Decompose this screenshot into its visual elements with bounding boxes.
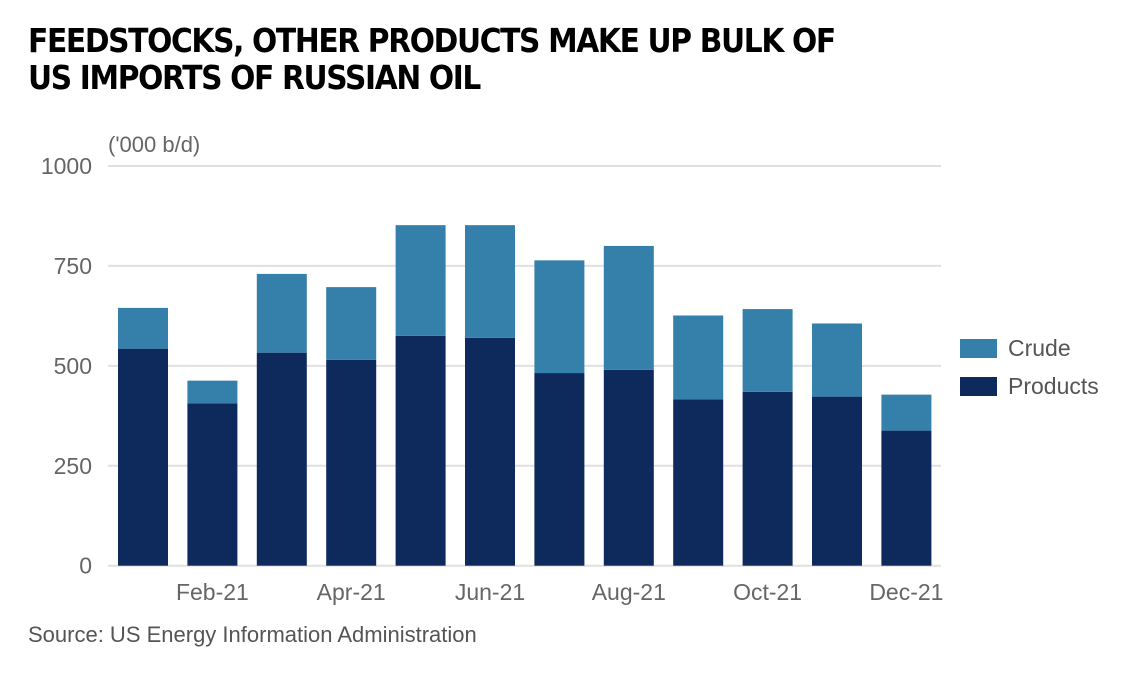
legend-swatch-products bbox=[960, 377, 997, 396]
y-axis-unit-label: ('000 b/d) bbox=[108, 132, 201, 157]
legend-swatch-crude bbox=[960, 339, 997, 358]
x-tick-label: Apr-21 bbox=[317, 579, 386, 605]
x-tick-label: Dec-21 bbox=[869, 579, 943, 605]
bar-products bbox=[812, 396, 862, 566]
y-tick-label: 0 bbox=[79, 553, 92, 579]
source-note: Source: US Energy Information Administra… bbox=[28, 622, 477, 647]
bar-products bbox=[603, 369, 654, 566]
bar-crude bbox=[812, 323, 862, 397]
y-tick-label: 250 bbox=[54, 453, 92, 479]
bar-crude bbox=[881, 394, 932, 431]
x-tick-label: Jun-21 bbox=[455, 579, 525, 605]
legend-label-products: Products bbox=[1008, 373, 1099, 399]
bar-crude bbox=[326, 287, 377, 360]
bar-products bbox=[326, 359, 377, 566]
y-tick-label: 750 bbox=[54, 253, 92, 279]
bar-products bbox=[395, 335, 446, 566]
bar-products bbox=[256, 352, 307, 566]
bar-products bbox=[881, 430, 932, 566]
bar-crude bbox=[534, 260, 585, 374]
x-tick-label: Feb-21 bbox=[176, 579, 249, 605]
bar-products bbox=[534, 373, 585, 566]
bar-products bbox=[742, 391, 793, 566]
chart-title-line-2: US IMPORTS OF RUSSIAN OIL bbox=[28, 58, 481, 97]
bar-products bbox=[187, 403, 238, 566]
x-tick-label: Oct-21 bbox=[733, 579, 802, 605]
bar-crude bbox=[187, 380, 238, 404]
x-tick-label: Aug-21 bbox=[592, 579, 666, 605]
chart-title-line-1: FEEDSTOCKS, OTHER PRODUCTS MAKE UP BULK … bbox=[28, 21, 836, 60]
bar-products bbox=[118, 348, 168, 566]
chart-title: FEEDSTOCKS, OTHER PRODUCTS MAKE UP BULK … bbox=[28, 22, 928, 96]
bar-crude bbox=[395, 225, 446, 336]
bar-crude bbox=[673, 315, 724, 400]
y-tick-label: 500 bbox=[54, 353, 92, 379]
bar-crude bbox=[256, 273, 307, 353]
bar-products bbox=[465, 337, 515, 566]
legend-label-crude: Crude bbox=[1008, 335, 1071, 361]
y-tick-label: 1000 bbox=[41, 153, 92, 179]
bar-crude bbox=[603, 245, 654, 370]
bar-crude bbox=[118, 307, 168, 349]
bar-crude bbox=[742, 309, 793, 392]
bar-products bbox=[673, 399, 724, 566]
bar-crude bbox=[465, 225, 515, 338]
